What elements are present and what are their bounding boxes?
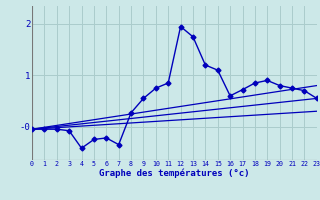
- X-axis label: Graphe des températures (°c): Graphe des températures (°c): [99, 169, 250, 178]
